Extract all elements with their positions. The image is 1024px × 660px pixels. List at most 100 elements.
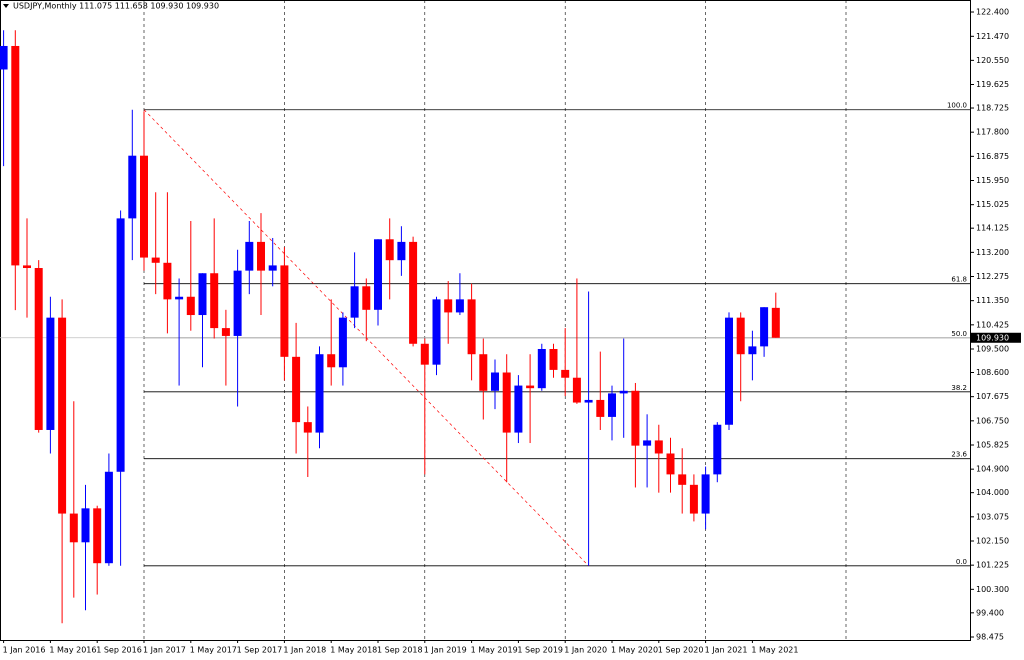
candle-body — [491, 372, 499, 391]
candle-body — [210, 273, 219, 329]
candle-body — [280, 265, 289, 357]
fib-label: 50.0 — [951, 330, 967, 338]
x-tick-label: 1 May 2017 — [190, 646, 237, 655]
candle-body — [502, 372, 511, 433]
candle-body — [689, 484, 698, 514]
candle-body — [362, 286, 371, 310]
fib-label: 61.8 — [951, 276, 967, 284]
candle-body — [713, 424, 722, 475]
y-tick-label: 109.500 — [976, 344, 1009, 353]
candle-body — [420, 343, 429, 365]
candle-body — [245, 241, 254, 271]
x-tick-label: 1 Sep 2018 — [377, 646, 423, 655]
y-tick-label: 112.275 — [976, 272, 1009, 281]
candle-body — [619, 390, 628, 394]
last-price-box — [971, 332, 1021, 343]
chart-title: USDJPY,Monthly 111.075 111.658 109.930 1… — [13, 2, 219, 11]
candle-body — [666, 453, 675, 475]
x-tick-label: 1 May 2016 — [49, 646, 96, 655]
y-tick-label: 121.470 — [976, 32, 1009, 41]
fib-label: 38.2 — [951, 384, 967, 392]
candle-body — [374, 239, 382, 310]
candle-body — [23, 265, 31, 269]
x-tick-label: 1 Jan 2020 — [564, 646, 607, 655]
x-tick-label: 1 Jan 2017 — [143, 646, 186, 655]
fib-label: 23.6 — [951, 451, 967, 459]
y-tick-label: 116.875 — [976, 152, 1009, 161]
fib-label: 100.0 — [947, 102, 967, 110]
candle-body — [58, 317, 67, 514]
candle-body — [257, 241, 265, 271]
y-tick-label: 98.475 — [976, 632, 1004, 641]
candle-body — [514, 385, 523, 433]
x-tick-label: 1 May 2018 — [330, 646, 377, 655]
y-tick-label: 99.400 — [976, 608, 1004, 617]
candle-body — [736, 317, 745, 355]
candle-body — [104, 471, 113, 564]
y-tick-label: 119.625 — [976, 80, 1009, 89]
candle-body — [467, 299, 476, 355]
candle-body — [315, 354, 324, 433]
y-tick-label: 108.600 — [976, 368, 1009, 377]
candle-body — [748, 346, 757, 355]
x-tick-label: 1 Sep 2020 — [658, 646, 704, 655]
y-tick-label: 107.675 — [976, 392, 1009, 401]
y-tick-label: 120.550 — [976, 56, 1009, 65]
x-tick-label: 1 Jan 2016 — [3, 646, 46, 655]
candle-body — [233, 270, 242, 336]
candle-body — [11, 45, 20, 266]
candle-body — [678, 474, 687, 485]
candle-body — [771, 307, 780, 338]
y-tick-label: 102.150 — [976, 536, 1009, 545]
x-tick-label: 1 May 2021 — [751, 646, 798, 655]
y-tick-label: 118.725 — [976, 104, 1009, 113]
candle-body — [760, 307, 769, 347]
candle-body — [221, 328, 230, 336]
candle-body — [175, 296, 184, 300]
candle-body — [701, 474, 710, 514]
candle-body — [561, 369, 570, 378]
candle-body — [327, 354, 336, 368]
candle-body — [385, 239, 394, 261]
candle-body — [596, 399, 605, 417]
y-tick-label: 103.075 — [976, 512, 1009, 521]
candle-body — [631, 390, 640, 446]
candle-body — [198, 273, 207, 316]
candle-body — [526, 385, 535, 389]
last-price-label: 109.930 — [976, 333, 1009, 342]
candle-body — [608, 393, 616, 417]
candle-body — [479, 354, 488, 391]
candle-body — [654, 440, 663, 454]
x-tick-label: 1 Jan 2021 — [705, 646, 748, 655]
candle-body — [572, 377, 581, 403]
x-tick-label: 1 Sep 2019 — [517, 646, 563, 655]
candle-body — [0, 45, 8, 70]
candle-body — [455, 299, 464, 313]
candle-body — [350, 286, 359, 318]
x-tick-label: 1 Jan 2018 — [283, 646, 326, 655]
candle-body — [69, 513, 78, 543]
y-tick-label: 117.800 — [976, 128, 1009, 137]
y-tick-label: 111.350 — [976, 296, 1009, 305]
candle-body — [397, 241, 406, 261]
candle-body — [163, 262, 172, 300]
candle-body — [444, 299, 453, 313]
plot-frame — [0, 0, 971, 641]
candle-body — [584, 399, 593, 403]
candle-body — [725, 317, 733, 425]
y-tick-label: 115.950 — [976, 176, 1009, 185]
candle-body — [409, 241, 418, 344]
candle-body — [643, 440, 652, 446]
x-tick-label: 1 Jan 2019 — [424, 646, 467, 655]
candle-body — [432, 299, 441, 365]
y-tick-label: 104.900 — [976, 465, 1009, 474]
candle-body — [81, 508, 90, 543]
y-tick-label: 104.000 — [976, 488, 1009, 497]
x-tick-label: 1 Sep 2016 — [96, 646, 142, 655]
x-tick-label: 1 Sep 2017 — [237, 646, 283, 655]
candle-body — [93, 508, 102, 564]
candle-body — [338, 317, 347, 368]
symbol-icon — [3, 4, 9, 8]
candle-body — [549, 348, 558, 370]
